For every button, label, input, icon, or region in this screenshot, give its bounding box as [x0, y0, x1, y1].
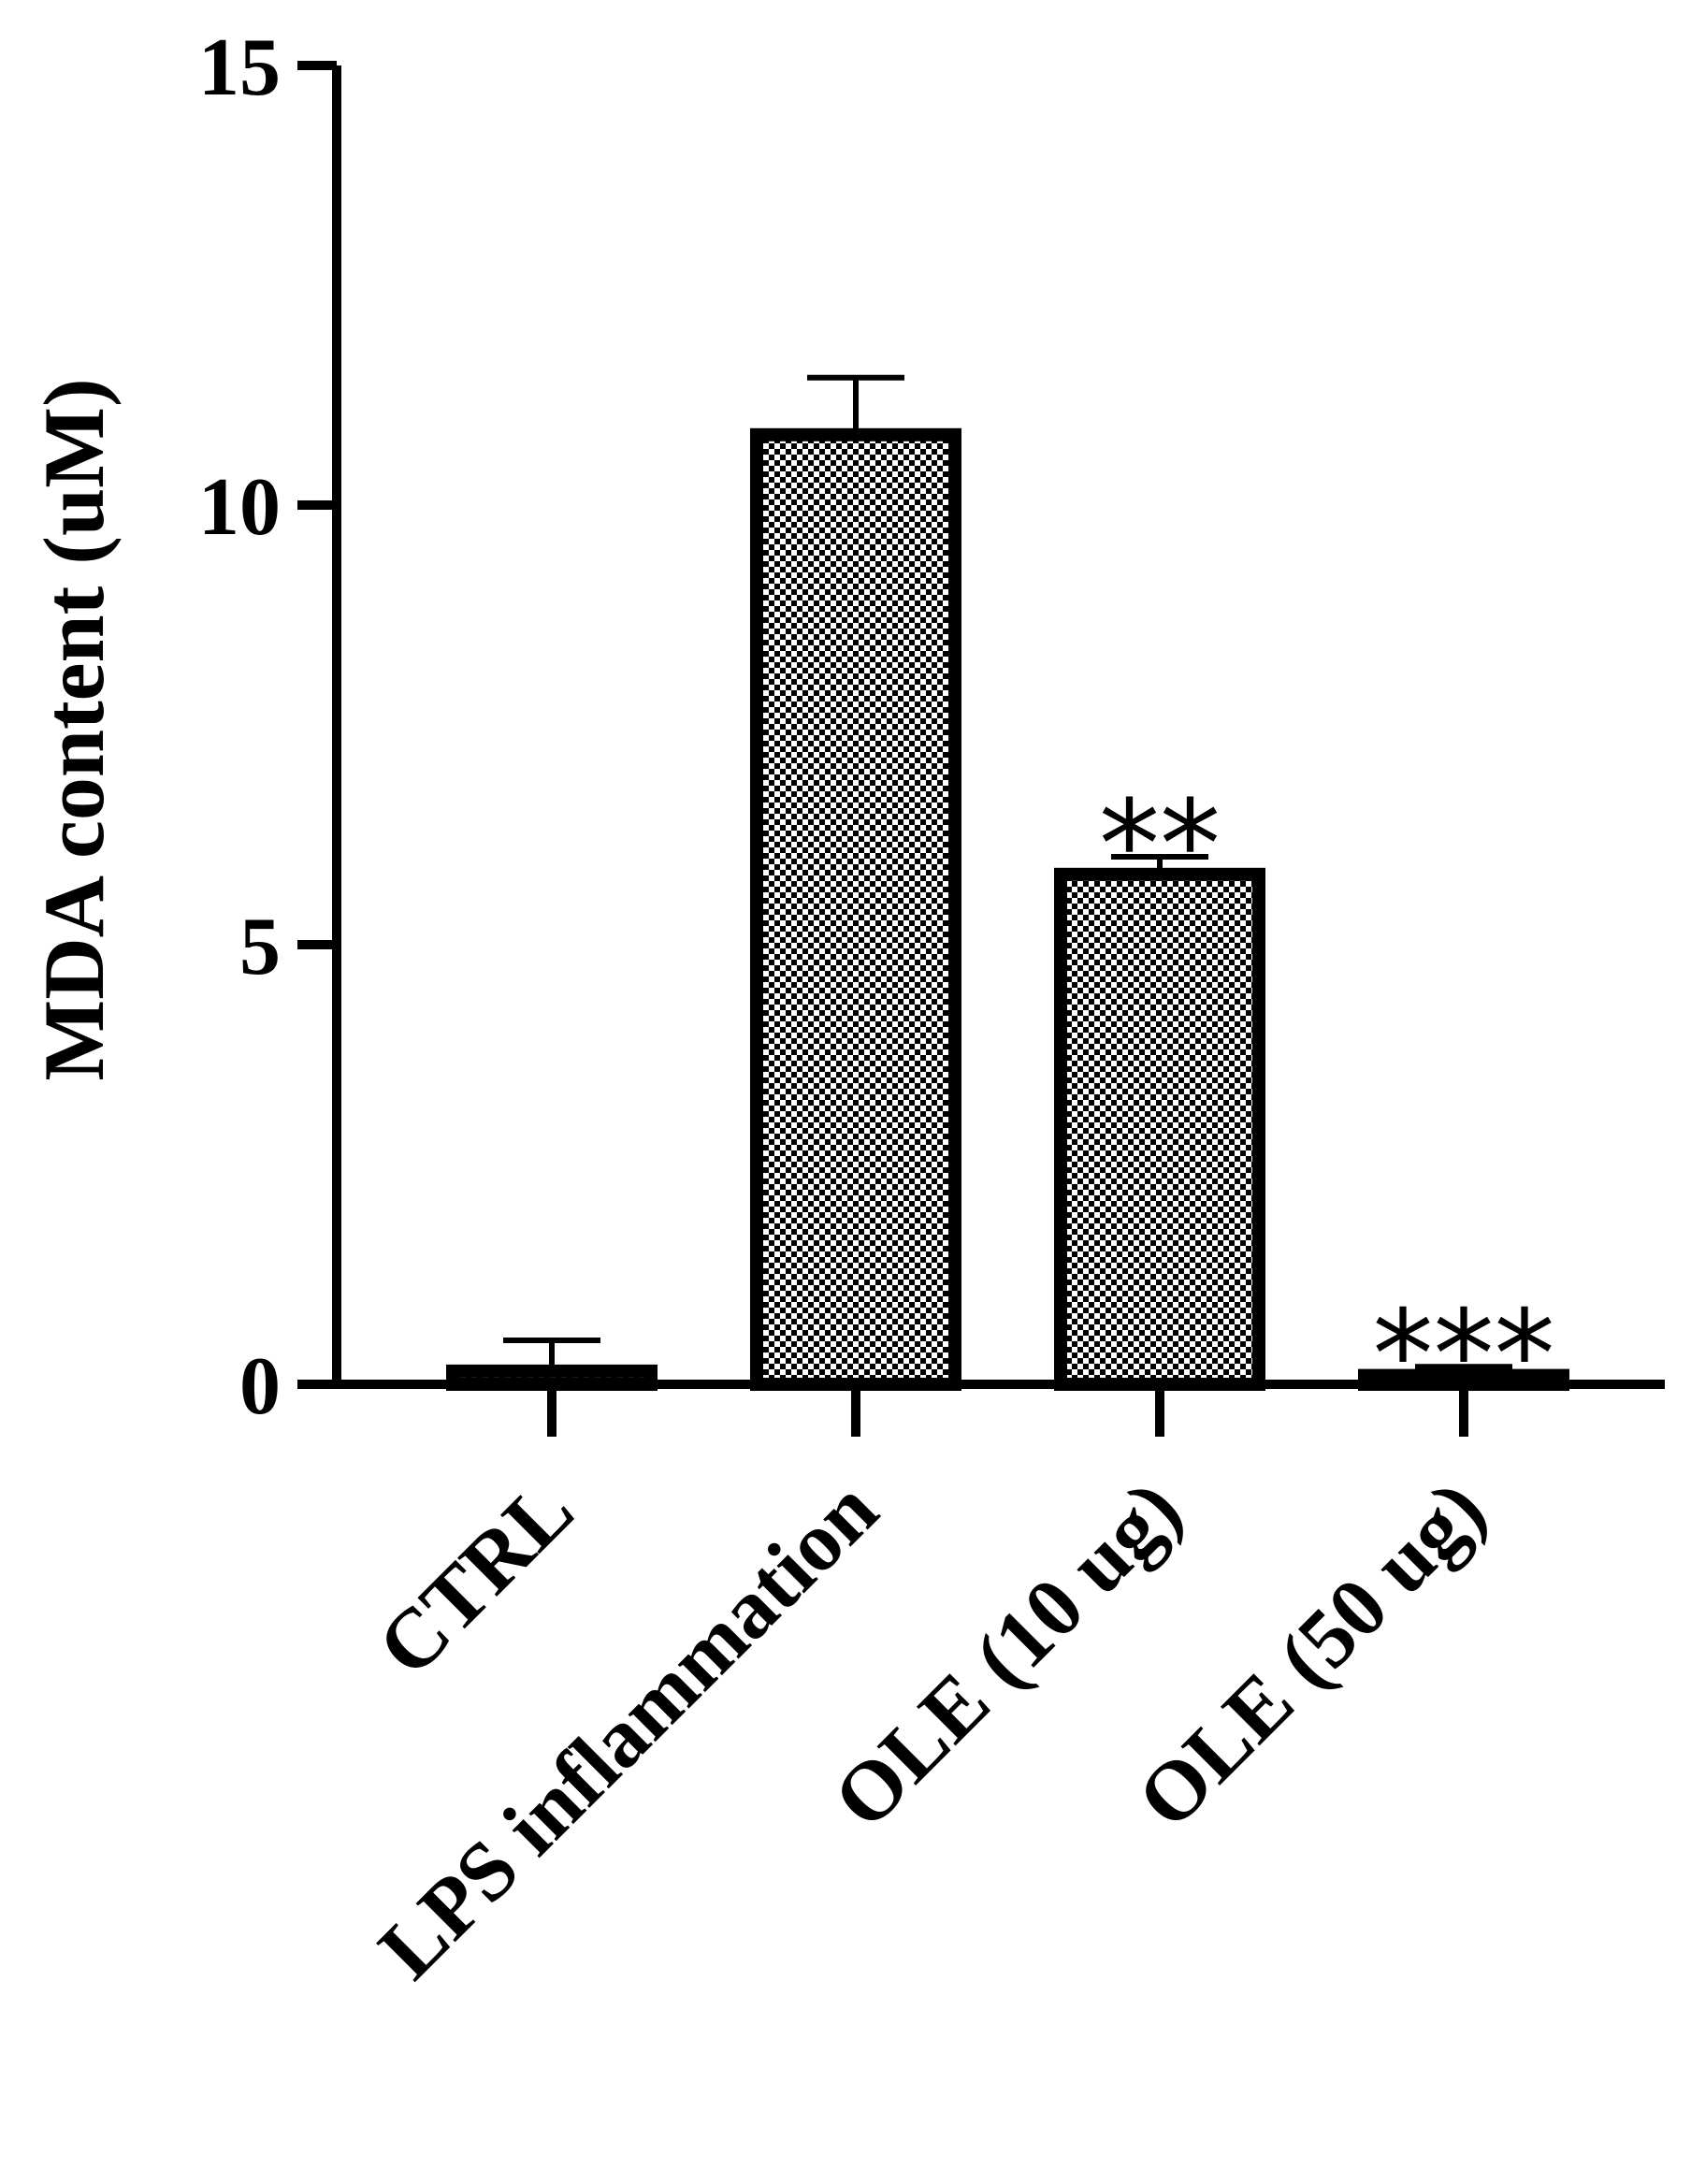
y-tick-label: 5 [239, 902, 281, 992]
bar [1054, 867, 1265, 1391]
x-tick-label: LPS inflammation [362, 1463, 895, 1996]
y-tick-label: 10 [198, 462, 281, 553]
error-bars-layer [503, 374, 1512, 1376]
bars-layer [446, 427, 1569, 1392]
y-ticks: 0 5 10 15 [198, 22, 337, 1432]
y-axis-label: MDA content (uM) [26, 378, 122, 1080]
x-tick-label: CTRL [360, 1463, 591, 1694]
bar [750, 427, 961, 1391]
y-tick-label: 15 [198, 22, 281, 113]
axes [332, 65, 1665, 1389]
y-tick-label: 0 [239, 1341, 281, 1432]
significance-label: ** [1099, 774, 1221, 916]
